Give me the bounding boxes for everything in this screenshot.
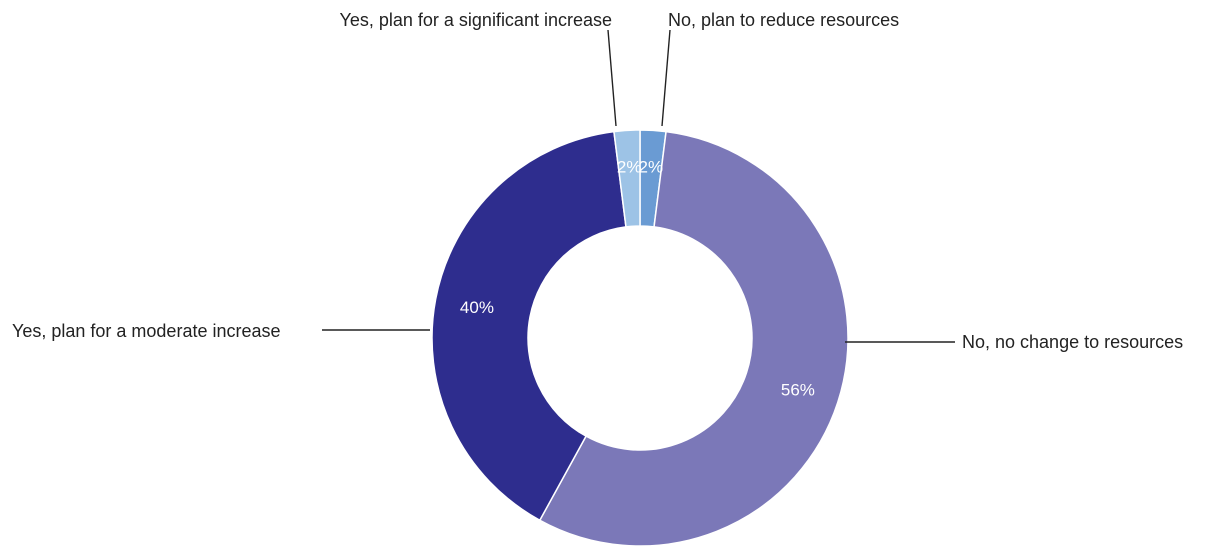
donut-slice-3 bbox=[613, 129, 641, 228]
slice-value-label-1: 56% bbox=[781, 380, 815, 399]
category-label-0: No, plan to reduce resources bbox=[668, 10, 899, 30]
category-label-1: No, no change to resources bbox=[962, 332, 1183, 352]
category-label-3: Yes, plan for a significant increase bbox=[340, 10, 613, 30]
leader-line-0 bbox=[661, 29, 671, 127]
donut-slice-1 bbox=[538, 130, 849, 546]
leader-line-3 bbox=[607, 29, 617, 127]
donut-slice-2 bbox=[431, 130, 627, 522]
category-label-2: Yes, plan for a moderate increase bbox=[12, 321, 281, 341]
slice-value-label-3: 2% bbox=[617, 157, 642, 176]
slice-value-label-0: 2% bbox=[639, 157, 664, 176]
slice-value-label-2: 40% bbox=[460, 298, 494, 317]
